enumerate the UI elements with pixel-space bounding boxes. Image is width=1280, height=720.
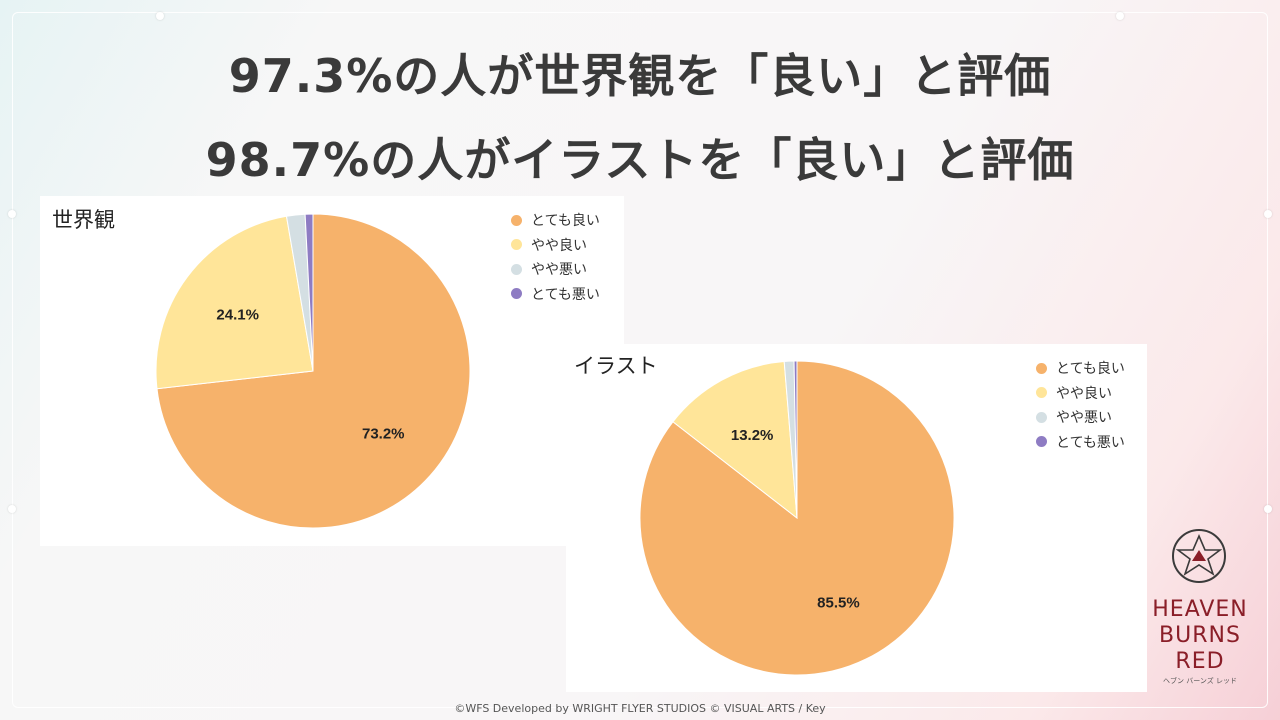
chart-legend: とても良いやや良いやや悪いとても悪い [511, 208, 600, 306]
chart-panel-worldview: 73.2% 24.1% 世界観 とても良いやや良いやや悪いとても悪い [40, 196, 624, 546]
legend-label: とても良い [1056, 361, 1125, 378]
pie-slice [155, 215, 314, 390]
headline-worldview: 97.3%の人が世界観を「良い」と評価 [228, 49, 1052, 103]
pie-slice [304, 213, 314, 372]
pie-chart-illustration: 85.5% 13.2% [639, 360, 955, 676]
legend-swatch [511, 263, 522, 275]
star-emblem-icon [1172, 529, 1226, 583]
legend-item: やや良い [511, 233, 600, 258]
headline-illustration: 98.7%の人がイラストを「良い」と評価 [205, 133, 1075, 187]
legend-label: とても悪い [1056, 434, 1125, 451]
legend-swatch [511, 239, 522, 251]
frame-dot [8, 505, 16, 513]
legend-label: とても良い [531, 213, 600, 230]
pie-chart-worldview: 73.2% 24.1% [155, 213, 471, 529]
legend-label: やや悪い [531, 262, 587, 279]
frame-dot [1264, 505, 1272, 513]
pie-slice [793, 360, 798, 519]
legend-label: やや良い [1056, 385, 1112, 402]
legend-swatch [1036, 411, 1047, 423]
chart-legend: とても良いやや良いやや悪いとても悪い [1036, 356, 1125, 454]
pie-slice [672, 360, 798, 520]
brand-subtitle: ヘブン バーンズ レッド [1163, 677, 1237, 685]
slice-data-label: 13.2% [731, 427, 774, 444]
brand-line-2: BURNS [1159, 623, 1241, 648]
frame-dot [1264, 210, 1272, 218]
legend-swatch [1036, 387, 1047, 399]
frame-dot [156, 12, 164, 20]
legend-item: やや悪い [1036, 405, 1125, 430]
frame-dot [8, 210, 16, 218]
legend-item: やや悪い [511, 257, 600, 282]
legend-swatch [1036, 362, 1047, 374]
frame-dot [1116, 12, 1124, 20]
legend-swatch [511, 214, 522, 226]
slice-data-label: 85.5% [817, 595, 860, 612]
legend-swatch [1036, 436, 1047, 448]
legend-item: とても良い [1036, 356, 1125, 381]
brand-line-1: HEAVEN [1152, 597, 1248, 622]
legend-item: とても悪い [511, 282, 600, 307]
legend-item: やや良い [1036, 381, 1125, 406]
slice-data-label: 24.1% [216, 306, 259, 323]
chart-title: イラスト [574, 354, 658, 378]
pie-slice [639, 360, 955, 676]
legend-item: とても良い [511, 208, 600, 233]
legend-label: とても悪い [531, 286, 600, 303]
slice-data-label: 73.2% [362, 426, 405, 443]
chart-panel-illustration: 85.5% 13.2% イラスト とても良いやや良いやや悪いとても悪い [566, 344, 1147, 692]
chart-title: 世界観 [52, 208, 115, 232]
legend-label: やや悪い [1056, 410, 1112, 427]
legend-label: やや良い [531, 237, 587, 254]
legend-item: とても悪い [1036, 430, 1125, 455]
legend-swatch [511, 288, 522, 300]
decorative-frame [12, 12, 1268, 708]
copyright-text: ©WFS Developed by WRIGHT FLYER STUDIOS ©… [454, 702, 826, 715]
brand-line-3: RED [1175, 649, 1225, 674]
